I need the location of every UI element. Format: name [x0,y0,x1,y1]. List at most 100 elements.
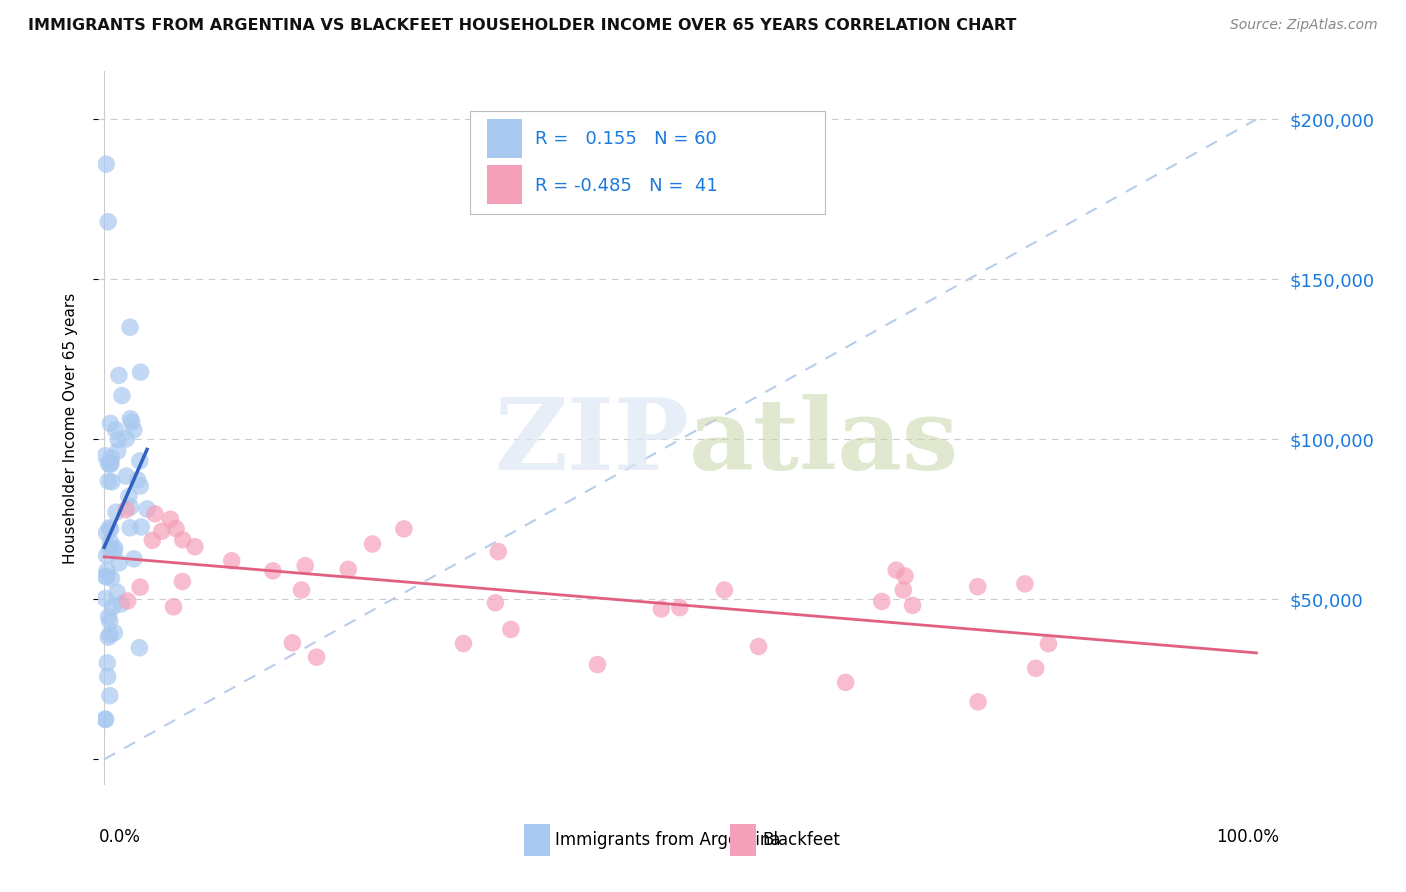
Point [141,533,163,548]
Point [305,650,328,665]
Point [129,365,152,379]
Text: 100.0%: 100.0% [1216,828,1279,846]
Bar [523,824,550,856]
Point [100,417,122,431]
Point [94,591,117,606]
Point [129,479,152,493]
Point [453,636,475,650]
Point [129,580,152,594]
Point [115,502,138,516]
Point [1038,637,1060,651]
Point [121,415,143,429]
Point [94,712,117,726]
Point [96,564,118,578]
Point [184,540,207,554]
Point [901,599,924,613]
Point [98,457,121,471]
Point [96,157,118,171]
Text: IMMIGRANTS FROM ARGENTINA VS BLACKFEET HOUSEHOLDER INCOME OVER 65 YEARS CORRELAT: IMMIGRANTS FROM ARGENTINA VS BLACKFEET H… [28,18,1017,33]
Point [97,474,120,488]
Point [120,500,142,514]
Point [105,585,128,599]
FancyBboxPatch shape [471,111,825,214]
Point [108,368,131,383]
Point [159,512,181,526]
Point [586,657,609,672]
Point [143,507,166,521]
Point [1025,661,1047,675]
Point [100,571,122,585]
Point [120,411,142,425]
Point [118,521,141,535]
Point [97,609,120,624]
Point [122,423,145,437]
Point [128,640,150,655]
Point [128,454,150,468]
Text: Blackfeet: Blackfeet [762,831,839,849]
Point [110,597,132,611]
Point [96,525,118,540]
Point [98,541,121,556]
Point [172,533,194,547]
Point [94,449,117,463]
Bar [486,165,523,204]
Point [165,522,187,536]
Point [262,564,284,578]
Text: Immigrants from Argentina: Immigrants from Argentina [555,831,780,849]
Bar [486,120,523,159]
Point [748,640,770,654]
Point [107,444,129,458]
Point [118,490,141,504]
Point [108,556,131,570]
Point [668,600,690,615]
Point [884,563,907,577]
Point [96,549,118,563]
Point [337,562,360,576]
Point [98,627,121,641]
Point [650,602,672,616]
Point [96,656,118,670]
Point [104,423,127,437]
Point [281,636,304,650]
Point [131,520,153,534]
Point [100,522,122,536]
Point [100,457,122,471]
Point [392,522,415,536]
Point [162,599,184,614]
Point [136,502,159,516]
Point [118,320,141,334]
Point [290,582,312,597]
Point [98,614,121,628]
Point [97,457,120,471]
Point [115,432,138,446]
Point [891,582,914,597]
Text: atlas: atlas [689,394,959,491]
Text: R = -0.485   N =  41: R = -0.485 N = 41 [536,177,718,194]
Point [101,599,124,614]
Point [150,524,173,539]
Point [97,669,120,683]
Point [117,594,139,608]
Point [105,505,128,519]
Point [101,475,124,489]
Point [221,554,243,568]
Point [122,551,145,566]
Point [172,574,194,589]
Point [104,541,127,555]
Point [894,569,917,583]
Text: Source: ZipAtlas.com: Source: ZipAtlas.com [1230,18,1378,32]
Point [103,544,125,558]
Point [713,583,735,598]
Point [484,596,506,610]
Point [115,469,138,483]
Point [98,521,121,535]
Point [294,558,316,573]
Point [967,695,990,709]
Point [1014,577,1036,591]
Bar [730,824,756,856]
Point [100,451,122,466]
Point [966,580,988,594]
Point [361,537,384,551]
Point [111,388,134,402]
Point [100,535,122,549]
